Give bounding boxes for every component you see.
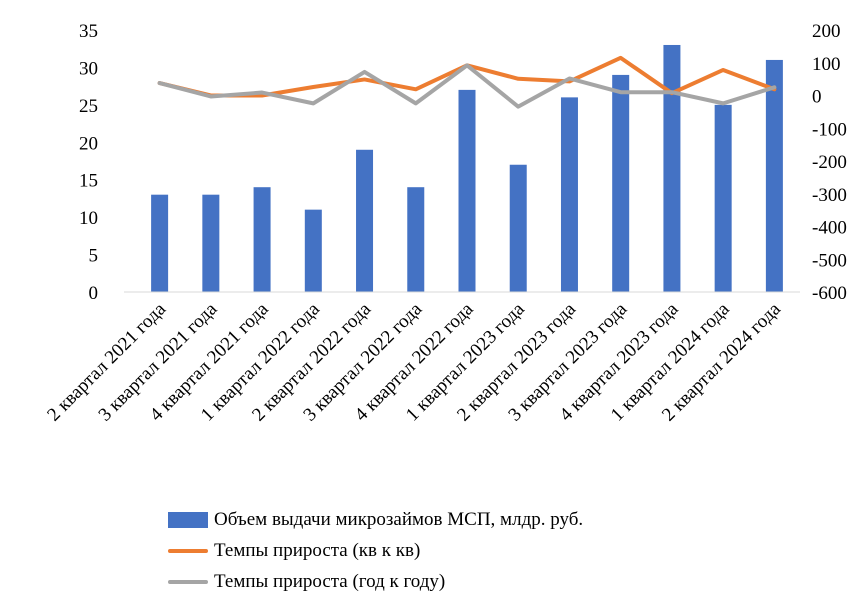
y-axis-right: 200 100 0 -100 -200 -300 -400 -500 -600	[812, 21, 847, 304]
legend-item-qoq: Темпы прироста (кв к кв)	[168, 535, 583, 566]
y-right-tick-label: 200	[812, 21, 841, 42]
bar-8	[510, 165, 527, 292]
legend: Объем выдачи микрозаймов МСП, млдр. руб.…	[168, 504, 583, 597]
y-left-tick-label: 5	[89, 246, 99, 267]
bar-6	[407, 187, 424, 292]
y-left-tick-label: 30	[79, 58, 98, 79]
legend-swatch-qoq	[168, 549, 208, 553]
y-left-tick-label: 0	[89, 283, 99, 304]
bar-9	[561, 97, 578, 292]
legend-swatch-yoy	[168, 580, 208, 584]
bar-7	[459, 90, 476, 292]
y-right-tick-label: -500	[812, 250, 847, 271]
y-right-tick-label: -300	[812, 185, 847, 206]
bar-13	[766, 60, 783, 292]
y-right-tick-label: 100	[812, 54, 841, 75]
bar-12	[715, 105, 732, 292]
legend-swatch-bars	[168, 512, 208, 528]
bar-11	[663, 45, 680, 292]
y-right-tick-label: -600	[812, 283, 847, 304]
bar-1	[151, 195, 168, 292]
bar-10	[612, 75, 629, 292]
y-left-tick-label: 25	[79, 96, 98, 117]
legend-label-yoy: Темпы прироста (год к году)	[214, 571, 445, 593]
y-left-tick-label: 35	[79, 21, 98, 42]
y-left-tick-label: 15	[79, 171, 98, 192]
legend-label-bars: Объем выдачи микрозаймов МСП, млдр. руб.	[214, 509, 583, 531]
bar-series-microloans	[151, 45, 783, 292]
legend-label-qoq: Темпы прироста (кв к кв)	[214, 540, 420, 562]
legend-item-bars: Объем выдачи микрозаймов МСП, млдр. руб.	[168, 504, 583, 535]
bar-4	[305, 210, 322, 292]
y-right-tick-label: -200	[812, 152, 847, 173]
y-left-tick-label: 10	[79, 208, 98, 229]
chart: 0 5 10 15 20 25 30 35 200 100 0 -100 -200 -300 -400 -5…	[0, 0, 859, 500]
y-left-tick-label: 20	[79, 133, 98, 154]
bar-5	[356, 150, 373, 292]
bar-2	[202, 195, 219, 292]
bar-3	[254, 187, 271, 292]
y-right-tick-label: -400	[812, 218, 847, 239]
y-right-tick-label: 0	[812, 87, 822, 108]
legend-item-yoy: Темпы прироста (год к году)	[168, 566, 583, 597]
y-right-tick-label: -100	[812, 119, 847, 140]
y-axis-left: 0 5 10 15 20 25 30 35	[79, 21, 98, 304]
